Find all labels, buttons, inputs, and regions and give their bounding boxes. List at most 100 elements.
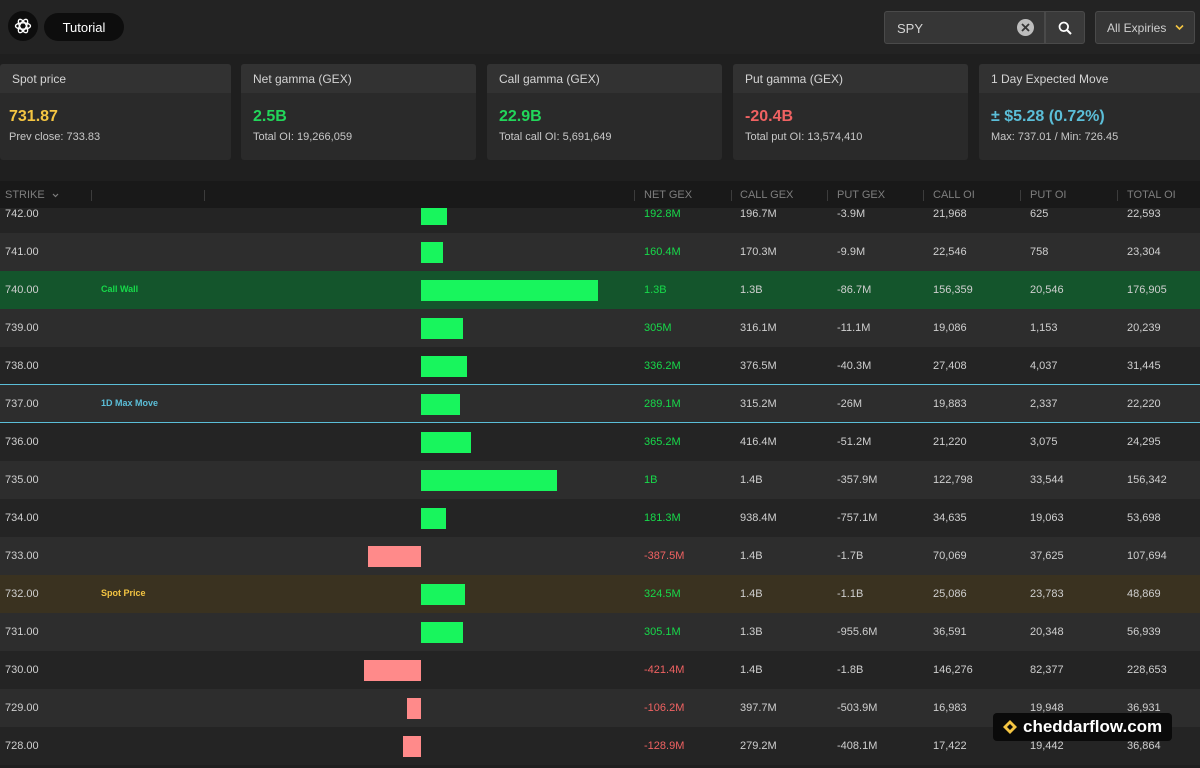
call-gex-cell: 1.3B bbox=[740, 284, 763, 296]
card-subtext: Total put OI: 13,574,410 bbox=[745, 131, 863, 143]
chevron-down-icon bbox=[1175, 24, 1184, 31]
net-gex-cell: 181.3M bbox=[644, 512, 681, 524]
call-oi-cell: 122,798 bbox=[933, 474, 973, 486]
card-title: Put gamma (GEX) bbox=[733, 64, 968, 93]
strike-cell: 741.00 bbox=[5, 246, 39, 258]
table-row[interactable]: 734.00 181.3M 938.4M -757.1M 34,635 19,063 53,… bbox=[0, 499, 1200, 537]
card-title: Net gamma (GEX) bbox=[241, 64, 476, 93]
table-row[interactable]: 736.00 365.2M 416.4M -51.2M 21,220 3,075 24,29… bbox=[0, 423, 1200, 461]
table-row[interactable]: 741.00 160.4M 170.3M -9.9M 22,546 758 23,304 bbox=[0, 233, 1200, 271]
card-subtext: Total OI: 19,266,059 bbox=[253, 131, 353, 143]
table-row[interactable]: 738.00 336.2M 376.5M -40.3M 27,408 4,037 31,44… bbox=[0, 347, 1200, 385]
net-gex-cell: -387.5M bbox=[644, 550, 685, 562]
table-row[interactable]: 735.00 1B 1.4B -357.9M 122,798 33,544 156,342 bbox=[0, 461, 1200, 499]
call-gex-cell: 1.4B bbox=[740, 550, 763, 562]
call-oi-cell: 156,359 bbox=[933, 284, 973, 296]
table-row[interactable]: 733.00 -387.5M 1.4B -1.7B 70,069 37,625 107,69… bbox=[0, 537, 1200, 575]
negative-gex-bar[interactable] bbox=[368, 546, 421, 567]
ticker-search-field[interactable] bbox=[884, 11, 1045, 44]
column-divider bbox=[1117, 190, 1118, 201]
top-bar: Tutorial All Expiries bbox=[0, 0, 1200, 54]
call-gex-cell: 279.2M bbox=[740, 740, 777, 752]
cheddarflow-logo-icon bbox=[1003, 720, 1017, 734]
call-gex-cell: 170.3M bbox=[740, 246, 777, 258]
ticker-search-input[interactable] bbox=[897, 19, 1007, 37]
total-oi-column-header[interactable]: TOTAL OI bbox=[1127, 189, 1176, 201]
put-oi-cell: 3,075 bbox=[1030, 436, 1058, 448]
call-gex-cell: 1.4B bbox=[740, 474, 763, 486]
table-row[interactable]: 737.00 289.1M 315.2M -26M 19,883 2,337 22,220 1… bbox=[0, 385, 1200, 423]
table-row[interactable]: 739.00 305M 316.1M -11.1M 19,086 1,153 20,239 bbox=[0, 309, 1200, 347]
total-oi-cell: 23,304 bbox=[1127, 246, 1161, 258]
put-gex-cell: -357.9M bbox=[837, 474, 878, 486]
net-gex-cell: 1B bbox=[644, 474, 658, 486]
put-oi-column-header[interactable]: PUT OI bbox=[1030, 189, 1067, 201]
table-row[interactable]: 740.00 1.3B 1.3B -86.7M 156,359 20,546 176,905… bbox=[0, 271, 1200, 309]
net-gex-cell: 305M bbox=[644, 322, 672, 334]
positive-gex-bar[interactable] bbox=[421, 208, 448, 225]
put-gex-cell: -51.2M bbox=[837, 436, 872, 448]
put-oi-cell: 4,037 bbox=[1030, 360, 1058, 372]
negative-gex-bar[interactable] bbox=[403, 736, 421, 757]
card-value: 2.5B bbox=[253, 108, 287, 125]
put-gex-cell: -3.9M bbox=[837, 208, 866, 220]
strike-cell: 730.00 bbox=[5, 664, 39, 676]
call-gex-cell: 1.4B bbox=[740, 588, 763, 600]
positive-gex-bar[interactable] bbox=[421, 318, 463, 339]
tutorial-button[interactable]: Tutorial bbox=[44, 13, 124, 41]
total-oi-cell: 156,342 bbox=[1127, 474, 1167, 486]
positive-gex-bar[interactable] bbox=[421, 432, 471, 453]
card-title: 1 Day Expected Move bbox=[979, 64, 1200, 93]
clear-search-icon[interactable] bbox=[1017, 19, 1034, 36]
put-oi-cell: 758 bbox=[1030, 246, 1049, 258]
table-row[interactable]: 742.00 192.8M 196.7M -3.9M 21,968 625 22,593 bbox=[0, 208, 1200, 233]
column-divider bbox=[91, 190, 92, 201]
call-oi-cell: 34,635 bbox=[933, 512, 967, 524]
net-gex-column-header[interactable]: NET GEX bbox=[644, 189, 693, 201]
put-oi-cell: 19,442 bbox=[1030, 740, 1064, 752]
positive-gex-bar[interactable] bbox=[421, 242, 443, 263]
positive-gex-bar[interactable] bbox=[421, 470, 558, 491]
negative-gex-bar[interactable] bbox=[406, 698, 421, 719]
put-oi-cell: 1,153 bbox=[1030, 322, 1058, 334]
strike-cell: 729.00 bbox=[5, 702, 39, 714]
positive-gex-bar[interactable] bbox=[421, 356, 467, 377]
total-oi-cell: 176,905 bbox=[1127, 284, 1167, 296]
put-oi-cell: 2,337 bbox=[1030, 398, 1058, 410]
expiries-select[interactable]: All Expiries bbox=[1095, 11, 1195, 44]
negative-gex-bar[interactable] bbox=[363, 660, 421, 681]
search-button[interactable] bbox=[1045, 11, 1085, 44]
call-oi-column-header[interactable]: CALL OI bbox=[933, 189, 975, 201]
table-row[interactable]: 730.00 -421.4M 1.4B -1.8B 146,276 82,377 228,6… bbox=[0, 651, 1200, 689]
column-divider bbox=[634, 190, 635, 201]
gex-table-body: 742.00 192.8M 196.7M -3.9M 21,968 625 22,593 74… bbox=[0, 208, 1200, 768]
call-oi-cell: 16,983 bbox=[933, 702, 967, 714]
put-gex-cell: -40.3M bbox=[837, 360, 872, 372]
total-oi-cell: 24,295 bbox=[1127, 436, 1161, 448]
call-gex-cell: 196.7M bbox=[740, 208, 777, 220]
total-oi-cell: 228,653 bbox=[1127, 664, 1167, 676]
logo-icon[interactable] bbox=[8, 11, 38, 41]
call-oi-cell: 36,591 bbox=[933, 626, 967, 638]
level-label: 1D Max Move bbox=[101, 398, 159, 408]
put-gex-column-header[interactable]: PUT GEX bbox=[837, 189, 886, 201]
net-gex-cell: 1.3B bbox=[644, 284, 667, 296]
positive-gex-bar[interactable] bbox=[421, 622, 463, 643]
column-divider bbox=[731, 190, 732, 201]
put-gamma-card: Put gamma (GEX) -20.4B Total put OI: 13,… bbox=[733, 64, 968, 160]
table-row[interactable]: 731.00 305.1M 1.3B -955.6M 36,591 20,348 56,93… bbox=[0, 613, 1200, 651]
strike-cell: 734.00 bbox=[5, 512, 39, 524]
positive-gex-bar[interactable] bbox=[421, 584, 466, 605]
put-oi-cell: 37,625 bbox=[1030, 550, 1064, 562]
positive-gex-bar[interactable] bbox=[421, 280, 598, 301]
call-gex-column-header[interactable]: CALL GEX bbox=[740, 189, 794, 201]
column-divider bbox=[827, 190, 828, 201]
table-row[interactable]: 732.00 324.5M 1.4B -1.1B 25,086 23,783 48,869 S… bbox=[0, 575, 1200, 613]
strike-column-header[interactable]: STRIKE bbox=[5, 189, 59, 201]
positive-gex-bar[interactable] bbox=[421, 394, 461, 415]
positive-gex-bar[interactable] bbox=[421, 508, 446, 529]
put-gex-cell: -1.8B bbox=[837, 664, 864, 676]
net-gex-cell: 192.8M bbox=[644, 208, 681, 220]
level-label: Spot Price bbox=[101, 588, 146, 598]
strike-cell: 733.00 bbox=[5, 550, 39, 562]
